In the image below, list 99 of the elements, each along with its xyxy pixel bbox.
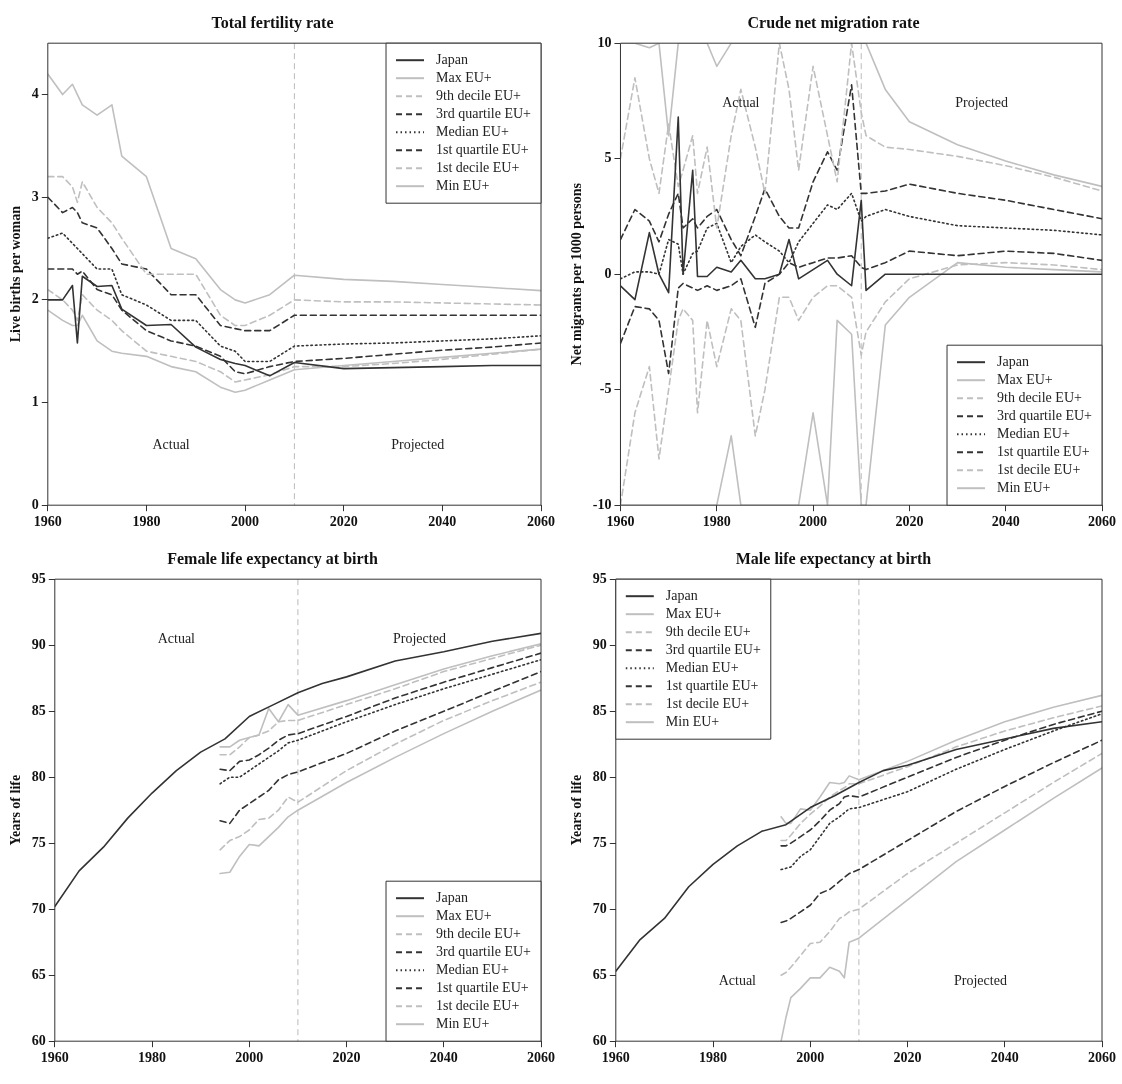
x-tick-label: 2060 — [1088, 1050, 1116, 1066]
legend-label: 9th decile EU+ — [436, 87, 521, 103]
y-tick-label: 0 — [604, 265, 612, 281]
x-tick-label: 1960 — [601, 1050, 630, 1066]
legend-label: 1st quartile EU+ — [997, 443, 1090, 459]
y-tick-label: 1 — [31, 394, 39, 410]
y-tick-label: 2 — [31, 291, 39, 307]
legend-label: Median EU+ — [665, 659, 739, 675]
y-axis-title: Live births per woman — [8, 205, 24, 343]
x-tick-label: 1980 — [702, 514, 731, 530]
legend-label: 1st decile EU+ — [665, 695, 750, 711]
annotation: Projected — [391, 436, 445, 452]
legend-label: Min EU+ — [436, 177, 490, 193]
chart-title: Male life expectancy at birth — [735, 549, 932, 568]
y-tick-label: 65 — [592, 966, 607, 982]
y-tick-label: 4 — [31, 86, 39, 102]
x-tick-label: 2020 — [329, 514, 358, 530]
legend-label: Max EU+ — [436, 907, 492, 923]
legend-label: Median EU+ — [436, 123, 509, 139]
legend-label: 3rd quartile EU+ — [436, 105, 532, 121]
y-tick-label: 10 — [597, 34, 612, 50]
legend-label: Median EU+ — [997, 425, 1070, 441]
annotation: Actual — [718, 972, 757, 988]
legend-label: 1st decile EU+ — [436, 159, 520, 175]
legend-label: Min EU+ — [436, 1015, 490, 1031]
y-tick-label: 5 — [604, 150, 612, 166]
legend-label: 9th decile EU+ — [997, 389, 1082, 405]
legend-label: Japan — [436, 51, 468, 67]
x-tick-label: 2000 — [231, 514, 260, 530]
x-tick-label: 2000 — [796, 1050, 825, 1066]
x-tick-label: 2000 — [235, 1050, 264, 1066]
x-tick-label: 2060 — [527, 1050, 555, 1066]
legend-label: Japan — [436, 889, 468, 905]
line-series — [219, 670, 541, 825]
annotation: Actual — [722, 94, 760, 110]
y-axis-title: Years of life — [569, 774, 585, 846]
chart-title: Female life expectancy at birth — [167, 549, 378, 568]
legend-label: 9th decile EU+ — [665, 623, 751, 639]
annotation: Actual — [157, 630, 196, 646]
legend-label: 3rd quartile EU+ — [665, 641, 761, 657]
legend-label: 1st quartile EU+ — [436, 141, 529, 157]
legend-label: Min EU+ — [997, 479, 1051, 495]
annotation: Projected — [954, 972, 1007, 988]
y-tick-label: 60 — [592, 1032, 607, 1048]
legend-label: 3rd quartile EU+ — [436, 943, 532, 959]
x-tick-label: 2060 — [1088, 514, 1116, 530]
legend-label: Median EU+ — [436, 961, 509, 977]
y-tick-label: 75 — [31, 834, 46, 850]
y-axis-title: Years of life — [8, 774, 24, 846]
y-tick-label: 70 — [31, 900, 46, 916]
annotation: Actual — [152, 436, 190, 452]
y-tick-label: 85 — [31, 702, 46, 718]
legend-label: Max EU+ — [997, 371, 1053, 387]
y-tick-label: 90 — [31, 636, 46, 652]
legend-label: Japan — [665, 587, 698, 603]
legend-label: 9th decile EU+ — [436, 925, 521, 941]
legend-label: Japan — [997, 353, 1029, 369]
y-tick-label: 85 — [592, 702, 607, 718]
annotation: Projected — [955, 94, 1009, 110]
x-tick-label: 1960 — [606, 514, 635, 530]
y-tick-label: -10 — [592, 496, 612, 512]
x-tick-label: 1980 — [699, 1050, 728, 1066]
annotation: Projected — [393, 630, 446, 646]
y-tick-label: 95 — [31, 570, 46, 586]
y-axis-title: Net migrants per 1000 persons — [569, 182, 585, 366]
x-tick-label: 1960 — [33, 514, 62, 530]
x-tick-label: 2020 — [332, 1050, 361, 1066]
x-tick-label: 1960 — [40, 1050, 69, 1066]
legend-label: Max EU+ — [436, 69, 492, 85]
y-tick-label: 3 — [31, 188, 39, 204]
y-tick-label: 90 — [592, 636, 607, 652]
x-tick-label: 2000 — [799, 514, 828, 530]
y-tick-label: 70 — [592, 900, 607, 916]
legend-label: Min EU+ — [665, 713, 720, 729]
y-tick-label: 95 — [592, 570, 607, 586]
chart-title: Total fertility rate — [211, 13, 334, 32]
x-tick-label: 2060 — [527, 514, 555, 530]
legend-label: 1st quartile EU+ — [665, 677, 759, 693]
x-tick-label: 2040 — [990, 1050, 1019, 1066]
x-tick-label: 2020 — [895, 514, 924, 530]
x-tick-label: 2020 — [893, 1050, 922, 1066]
x-tick-label: 2040 — [428, 514, 457, 530]
y-tick-label: 75 — [592, 834, 607, 850]
legend-label: Max EU+ — [665, 605, 722, 621]
x-tick-label: 1980 — [132, 514, 161, 530]
legend-label: 1st quartile EU+ — [436, 979, 529, 995]
legend-label: 1st decile EU+ — [997, 461, 1081, 477]
x-tick-label: 1980 — [138, 1050, 167, 1066]
y-tick-label: 60 — [31, 1032, 46, 1048]
x-tick-label: 2040 — [991, 514, 1020, 530]
y-tick-label: 80 — [592, 768, 607, 784]
y-tick-label: -5 — [599, 381, 612, 397]
y-tick-label: 65 — [31, 966, 46, 982]
y-tick-label: 0 — [31, 496, 39, 512]
legend-label: 3rd quartile EU+ — [997, 407, 1093, 423]
y-tick-label: 80 — [31, 768, 46, 784]
x-tick-label: 2040 — [429, 1050, 458, 1066]
chart-title: Crude net migration rate — [747, 13, 920, 32]
legend-label: 1st decile EU+ — [436, 997, 520, 1013]
